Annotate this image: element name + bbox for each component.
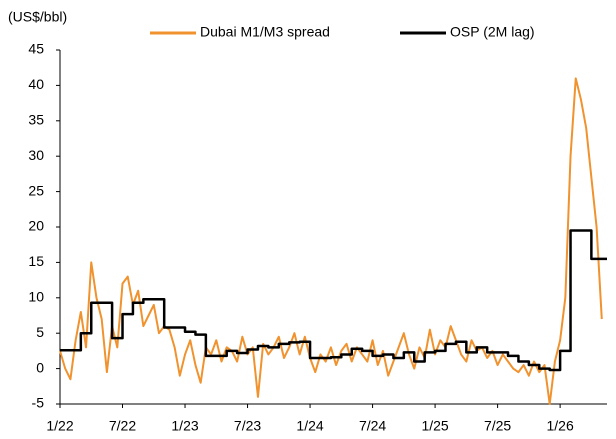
x-tick-label: 7/22 bbox=[109, 418, 136, 434]
y-tick-label: 30 bbox=[28, 147, 44, 163]
y-tick-label: 35 bbox=[28, 112, 44, 128]
x-tick-label: 7/25 bbox=[484, 418, 511, 434]
x-tick-label: 1/24 bbox=[296, 418, 323, 434]
y-axis-label: (US$/bbl) bbox=[8, 9, 67, 25]
y-tick-label: 5 bbox=[36, 324, 44, 340]
x-tick-label: 1/25 bbox=[421, 418, 448, 434]
y-tick-label: 10 bbox=[28, 289, 44, 305]
y-tick-label: -5 bbox=[32, 395, 45, 411]
legend-label: Dubai M1/M3 spread bbox=[200, 24, 330, 40]
series-line bbox=[59, 77, 603, 405]
series-line bbox=[60, 229, 607, 372]
y-tick-label: 15 bbox=[28, 253, 44, 269]
x-tick-label: 1/23 bbox=[171, 418, 198, 434]
y-tick-label: 20 bbox=[28, 218, 44, 234]
x-tick-label: 1/26 bbox=[546, 418, 573, 434]
y-tick-label: 40 bbox=[28, 76, 44, 92]
legend-label: OSP (2M lag) bbox=[450, 24, 535, 40]
y-tick-label: 45 bbox=[28, 41, 44, 57]
x-tick-label: 7/24 bbox=[359, 418, 386, 434]
x-tick-label: 1/22 bbox=[46, 418, 73, 434]
x-tick-label: 7/23 bbox=[234, 418, 261, 434]
y-tick-label: 25 bbox=[28, 182, 44, 198]
y-tick-label: 0 bbox=[36, 359, 44, 375]
